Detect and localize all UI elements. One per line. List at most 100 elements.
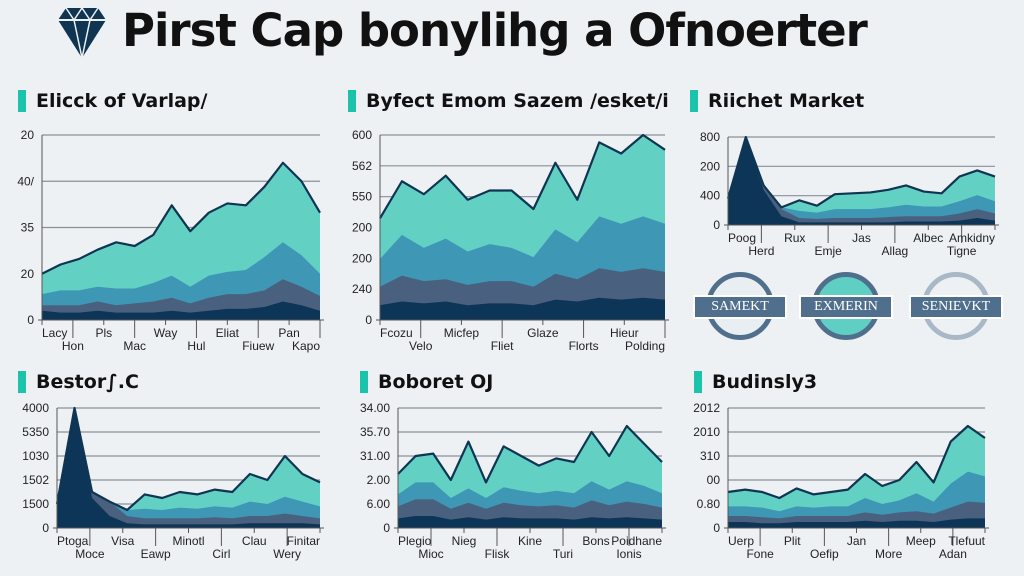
x-tick-label: Cirl [212,547,230,561]
x-tick-label: Clau [242,534,267,548]
x-tick-label: Ionis [616,547,641,561]
x-tick-label: Kapo [292,339,320,353]
x-tick-label: Pan [278,326,299,340]
seal-badge: SENIEVKT [909,272,1003,340]
y-tick-label: 5350 [22,425,49,439]
total-line [397,424,663,484]
y-tick-label: 2012 [693,401,720,415]
x-tick-label: Way [154,326,178,340]
y-tick-label: 1030 [22,449,49,463]
y-tick-label: 0 [42,521,49,535]
x-tick-label: Herd [748,244,774,258]
x-tick-label: Fcozu [380,326,413,340]
x-tick-label: Nieg [452,534,477,548]
y-tick-label: 1502 [22,473,49,487]
y-tick-label: 0.80 [697,497,721,511]
x-tick-label: Hon [62,339,84,353]
y-tick-label: 200 [352,251,372,265]
x-tick-label: Wery [273,547,301,561]
x-tick-label: Turi [553,547,573,561]
badge-ribbon-label: EXMERIN [799,295,893,319]
x-tick-label: Polding [625,339,665,353]
badge-ribbon-label: SAMEKT [693,295,787,319]
y-tick-label: 35.70 [360,425,390,439]
x-tick-label: Plit [784,534,801,548]
y-tick-label: 0 [365,313,372,327]
x-tick-label: Emje [814,244,842,258]
title-accent-bar [18,90,26,112]
y-tick-label: 800 [700,130,720,144]
chart-title-text: Elicck of Varlap/ [36,90,208,112]
seal-badge: EXMERIN [799,272,893,340]
x-tick-label: Poidhane [611,534,662,548]
x-tick-label: Fiuew [242,339,274,353]
area-layer-1 [57,408,320,528]
x-tick-label: Amkidny [949,231,995,245]
y-tick-label: 20 [21,128,35,142]
chart-title: Boboret OJ [360,371,493,393]
chart-title-text: Boboret OJ [378,371,494,393]
x-tick-label: Micfep [444,326,480,340]
chart-title: Byfect Emom Sazem /esket/i [348,90,669,112]
chart-title-text: Riichet Market [708,90,865,112]
y-tick-label: 2010 [693,425,720,439]
x-tick-label: Visa [111,534,134,548]
x-tick-label: Hieur [610,326,639,340]
x-tick-label: Uerp [728,534,754,548]
x-tick-label: Ptoga [57,534,89,548]
area-layer-1 [380,297,665,320]
total-line [727,424,986,500]
x-tick-label: Plegio [398,534,432,548]
y-tick-label: 0 [383,521,390,535]
y-tick-label: 0 [713,521,720,535]
x-tick-label: Tlefuut [948,534,985,548]
x-tick-label: Glaze [527,326,559,340]
area-layer-1 [398,516,662,528]
x-tick-label: Mioc [418,547,443,561]
y-tick-label: 34.00 [360,401,390,415]
chart-title: Elicck of Varlap/ [18,90,207,112]
x-tick-label: Poog [728,231,756,245]
y-tick-label: 2.00 [367,473,391,487]
x-tick-label: Flisk [485,547,511,561]
chart-title: Bestor∫.C [18,371,139,393]
x-tick-label: Moce [75,547,105,561]
x-tick-label: Tigne [947,244,977,258]
x-tick-label: Velo [409,339,433,353]
y-tick-label: 4000 [22,401,49,415]
y-tick-label: 31.00 [360,449,390,463]
y-tick-label: 550 [352,190,372,204]
x-tick-label: Jas [852,231,871,245]
title-accent-bar [690,90,698,112]
area-layer-1 [42,301,320,320]
x-tick-label: Eawp [141,547,171,561]
x-tick-label: Bons [582,534,609,548]
area-layer-4 [57,408,320,528]
x-tick-label: Kine [518,534,542,548]
y-tick-label: 6.00 [367,497,391,511]
x-tick-label: Florts [569,339,599,353]
x-tick-label: Albec [913,231,943,245]
y-tick-label: 400 [700,189,720,203]
title-accent-bar [18,371,26,393]
total-line [726,135,996,209]
x-tick-label: Rux [784,231,805,245]
y-tick-label: 1500 [22,497,49,511]
x-tick-label: Fliet [491,339,514,353]
title-accent-bar [360,371,368,393]
chart-title: Riichet Market [690,90,864,112]
seal-badge: SAMEKT [693,272,787,340]
area-layer-1 [728,518,985,528]
x-tick-label: Meep [906,534,936,548]
x-tick-label: Lacy [42,326,67,340]
x-tick-label: Pls [95,326,112,340]
total-line [379,133,666,219]
y-tick-label: 200 [352,221,372,235]
x-tick-label: Hul [187,339,205,353]
total-line [55,406,321,512]
chart-title-text: Bestor∫.C [36,371,139,393]
chart-title: Budinsly3 [694,371,817,393]
